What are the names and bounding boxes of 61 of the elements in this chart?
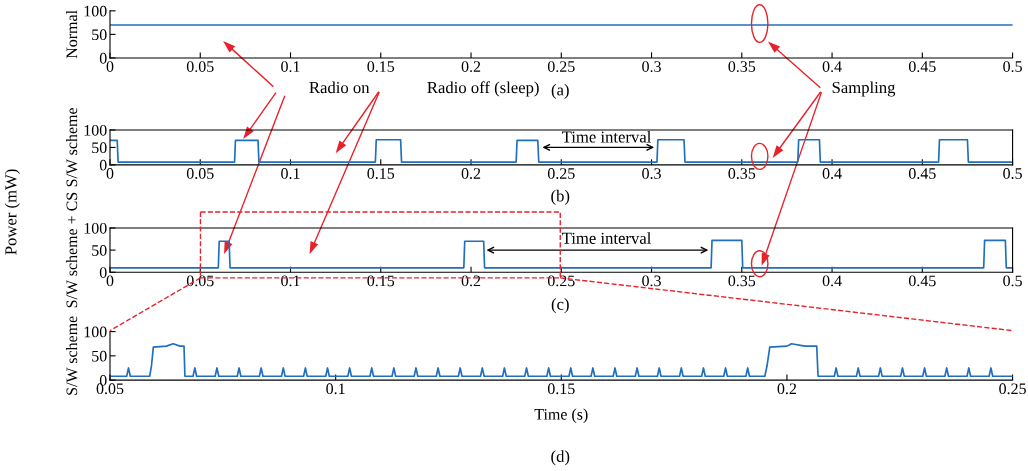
x-tick-label: 0.4 — [822, 168, 842, 179]
x-tick-label: 0.2 — [461, 275, 481, 287]
x-tick-label: 0.35 — [728, 168, 756, 179]
x-tick-label: 0.25 — [999, 383, 1026, 395]
x-tick-label: 0.1 — [281, 168, 300, 179]
x-tick-label: 0.25 — [547, 275, 575, 287]
text: Radio off (sleep) — [427, 81, 539, 97]
x-tick-label: 0.5 — [1003, 61, 1022, 73]
x-tick-label: 0.05 — [186, 61, 214, 73]
x-tick-label: 0.1 — [281, 61, 300, 73]
y-tick-label: 100 — [84, 326, 107, 338]
x-tick-label: 0 — [106, 168, 114, 179]
x-tick-label: 0.5 — [1003, 168, 1022, 179]
y-tick-label: 50 — [92, 142, 107, 154]
x-tick-label: 0.3 — [642, 168, 661, 179]
y-tick-label: 100 — [84, 5, 107, 17]
y-tick-label: 50 — [92, 350, 107, 362]
x-tick-label: 0.2 — [461, 168, 481, 179]
y-tick-label: 0 — [99, 267, 107, 278]
x-tick-label: 0.15 — [367, 275, 395, 287]
x-tick-label: 0.15 — [367, 168, 395, 179]
x-tick-label: 0.15 — [547, 383, 575, 395]
text: (d) — [551, 450, 570, 466]
y-tick-label: 100 — [84, 124, 107, 136]
x-tick-label: 0.5 — [1003, 275, 1022, 287]
y-axis-title: S/W scheme — [66, 316, 78, 395]
x-tick-label: 0.05 — [186, 168, 214, 179]
x-tick-label: 0.45 — [908, 275, 936, 287]
x-tick-label: 0.4 — [822, 61, 842, 73]
x-tick-label: 0.2 — [461, 61, 481, 73]
text: (a) — [551, 83, 569, 99]
x-tick-label: 0.2 — [777, 383, 797, 395]
x-tick-label: 0.3 — [642, 275, 661, 287]
annotation: Time interval — [561, 232, 652, 244]
x-tick-label: 0.45 — [908, 61, 936, 73]
y-axis-title: S/W scheme — [66, 107, 78, 187]
x-tick-label: 0.15 — [367, 61, 395, 73]
x-tick-label: 0.45 — [908, 168, 936, 179]
x-tick-label: 0.1 — [326, 383, 345, 395]
y-tick-label: 0 — [99, 159, 107, 171]
y-tick-label: 0 — [99, 52, 107, 64]
x-tick-label: 0.1 — [281, 275, 300, 287]
x-tick-label: 0.25 — [547, 168, 575, 179]
x-tick-label: 0.35 — [728, 61, 756, 73]
x-tick-label: 0.3 — [642, 61, 661, 73]
x-tick-label: 0.4 — [822, 275, 842, 287]
x-tick-label: 0.25 — [547, 61, 575, 73]
text: (b) — [551, 189, 570, 205]
text: Power (mW) — [4, 169, 20, 255]
x-tick-label: 0.35 — [728, 275, 756, 287]
text: Radio on — [309, 81, 370, 94]
x-tick-label: 0 — [106, 61, 114, 72]
y-tick-label: 100 — [84, 222, 107, 234]
text: Sampling — [832, 81, 896, 97]
y-tick-label: 50 — [92, 29, 107, 41]
text: (c) — [551, 298, 569, 314]
y-axis-title: Normal — [66, 10, 78, 59]
x-axis-title: Time (s) — [534, 408, 588, 423]
y-axis-title: S/W scheme + CS — [66, 192, 78, 308]
y-tick-label: 50 — [92, 245, 107, 256]
annotation: Time interval — [561, 130, 652, 143]
